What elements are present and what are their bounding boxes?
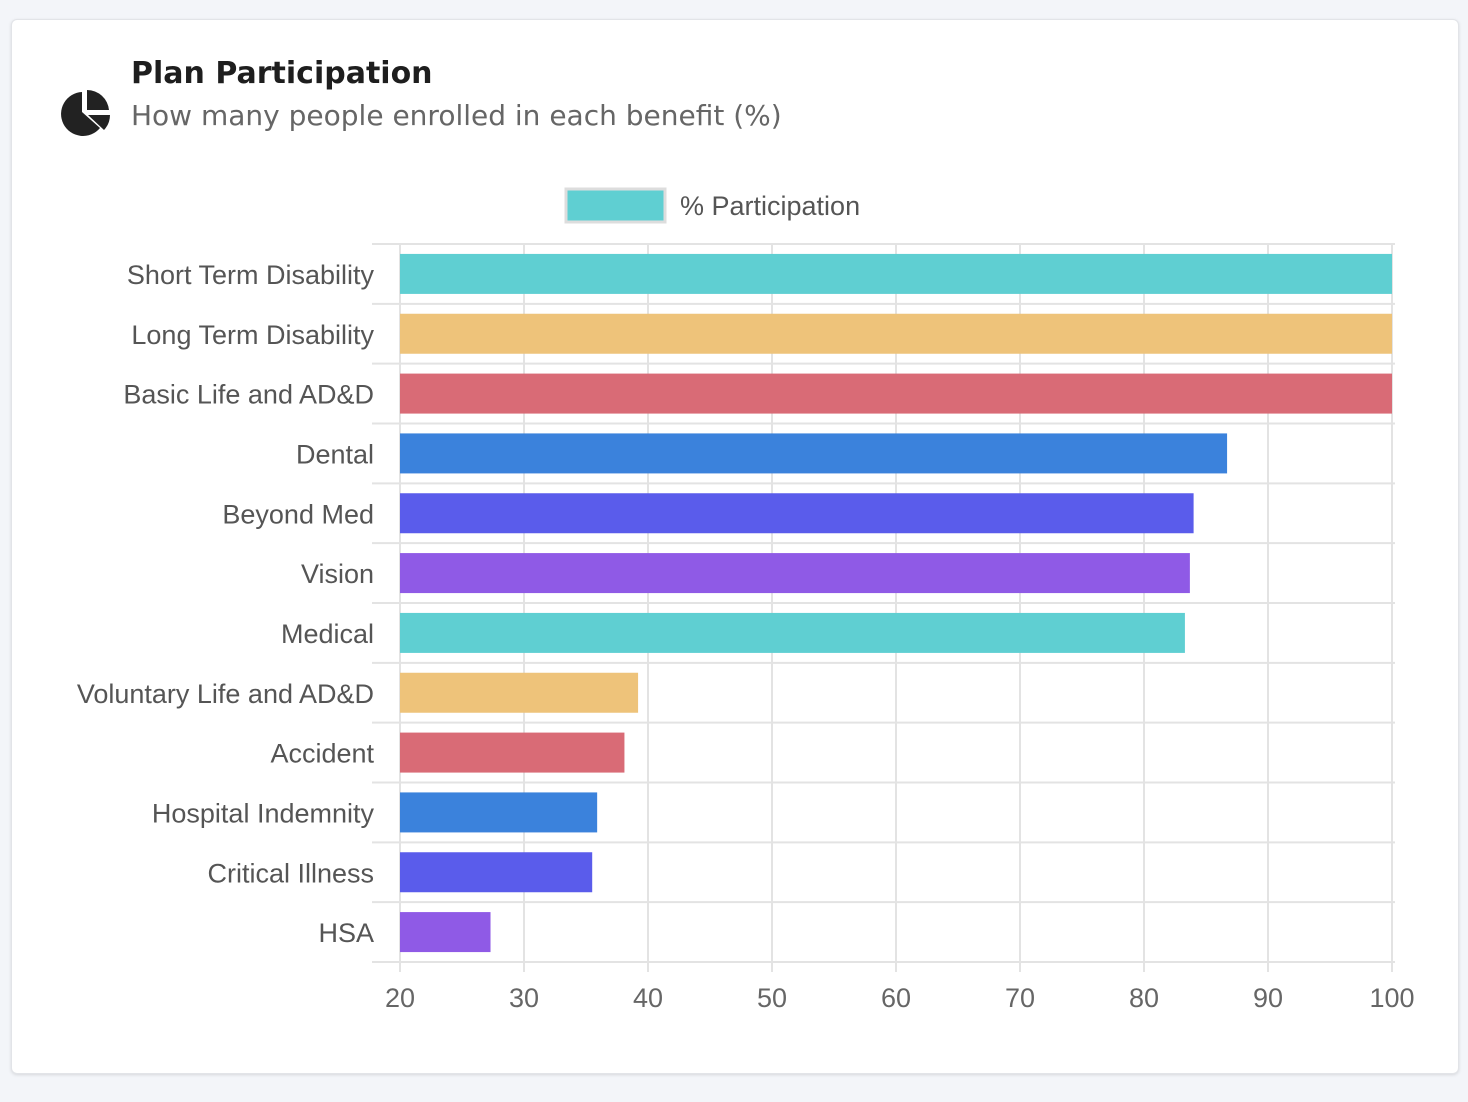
plan-participation-card <box>11 19 1459 1074</box>
category-label: HSA <box>318 918 374 948</box>
x-tick-label: 50 <box>757 983 787 1013</box>
x-tick-label: 70 <box>1005 983 1035 1013</box>
bar <box>400 493 1194 534</box>
card-title: Plan Participation <box>131 56 433 91</box>
category-label: Medical <box>281 619 374 649</box>
x-tick-label: 100 <box>1369 983 1414 1013</box>
bar <box>400 732 625 773</box>
category-label: Basic Life and AD&D <box>123 380 374 410</box>
x-tick-label: 80 <box>1129 983 1159 1013</box>
bar <box>400 313 1392 354</box>
category-label: Voluntary Life and AD&D <box>77 679 374 709</box>
x-tick-label: 30 <box>509 983 539 1013</box>
category-label: Beyond Med <box>222 499 374 529</box>
bar <box>400 672 639 713</box>
category-label: Hospital Indemnity <box>152 798 375 828</box>
card-subtitle: How many people enrolled in each benefit… <box>131 99 782 132</box>
bar <box>400 792 598 833</box>
bar <box>400 612 1185 653</box>
bar <box>400 912 491 953</box>
category-label: Critical Illness <box>207 858 374 888</box>
category-label: Accident <box>270 739 374 769</box>
bar <box>400 852 593 893</box>
x-tick-label: 60 <box>881 983 911 1013</box>
pie-chart-icon <box>61 89 110 136</box>
x-tick-label: 90 <box>1253 983 1283 1013</box>
bar <box>400 253 1392 294</box>
category-label: Short Term Disability <box>127 260 375 290</box>
x-tick-label: 40 <box>633 983 663 1013</box>
bar <box>400 373 1392 414</box>
bar <box>400 433 1228 474</box>
x-tick-label: 20 <box>385 983 415 1013</box>
category-label: Vision <box>301 559 374 589</box>
legend-label: % Participation <box>680 191 860 221</box>
legend-swatch <box>564 187 667 224</box>
category-label: Long Term Disability <box>131 320 374 350</box>
bar <box>400 553 1190 594</box>
category-label: Dental <box>296 439 374 469</box>
